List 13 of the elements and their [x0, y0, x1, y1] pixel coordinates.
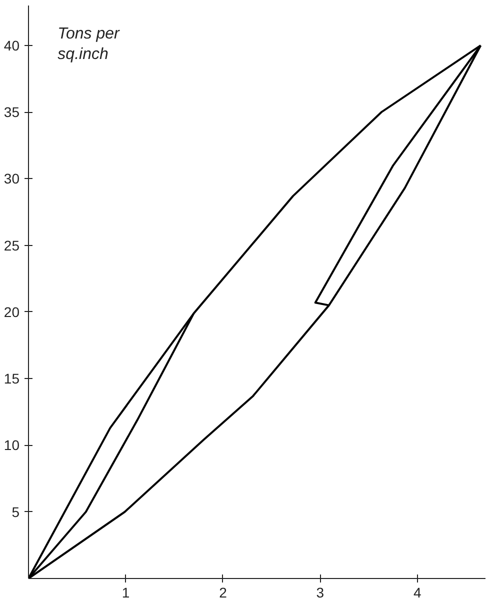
x-tick-label: 1 — [122, 584, 130, 600]
y-tick-label: 5 — [12, 504, 20, 520]
y-tick-label: 25 — [4, 237, 20, 254]
x-tick-label: 2 — [219, 584, 228, 600]
x-tick-label: 4 — [414, 584, 422, 600]
y-tick-label: 35 — [4, 104, 20, 120]
y-tick-label: 20 — [4, 304, 20, 320]
y-tick-label: 15 — [4, 370, 20, 387]
y-tick-label: 10 — [4, 437, 20, 454]
y-tick-label: 30 — [4, 170, 20, 187]
x-tick-label: 3 — [316, 584, 324, 600]
y-axis-title: Tons per sq.inch — [58, 25, 120, 63]
y-tick-label: 40 — [4, 37, 20, 54]
